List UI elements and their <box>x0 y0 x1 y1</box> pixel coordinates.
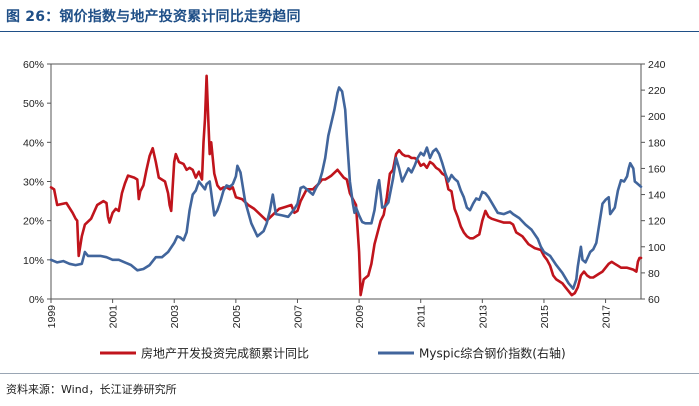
x-tick-label: 2005 <box>231 305 243 329</box>
legend-item-steel-index: Myspic综合钢价指数(右轴) <box>378 346 566 361</box>
source-note: 资料来源：Wind，长江证券研究所 <box>6 383 177 396</box>
x-tick-label: 2007 <box>292 305 304 329</box>
y-right-tick-label: 140 <box>648 190 666 202</box>
x-tick-label: 2015 <box>539 305 551 329</box>
x-tick-label: 1999 <box>46 305 58 329</box>
y-right-tick-label: 100 <box>648 242 666 254</box>
y-left-tick-label: 40% <box>23 137 44 149</box>
x-tick-label: 2013 <box>477 305 489 329</box>
y-left-tick-label: 60% <box>23 59 44 71</box>
legend-label: 房地产开发投资完成额累计同比 <box>141 346 309 361</box>
y-left-tick-label: 10% <box>23 255 44 267</box>
x-tick-label: 2003 <box>169 305 181 329</box>
y-left-tick-label: 30% <box>23 177 44 189</box>
legend-item-investment: 房地产开发投资完成额累计同比 <box>100 346 309 361</box>
y-right-tick-label: 200 <box>648 111 666 123</box>
y-right-tick-label: 180 <box>648 137 666 149</box>
x-tick-label: 2009 <box>354 305 366 329</box>
series-line-investment <box>49 74 643 297</box>
x-tick-label: 2001 <box>108 305 120 329</box>
legend-label: Myspic综合钢价指数(右轴) <box>419 346 566 361</box>
y-left-tick-label: 0% <box>29 294 44 306</box>
title-rule <box>0 31 699 32</box>
y-right-tick-label: 80 <box>648 268 660 280</box>
x-tick-label: 2017 <box>601 305 613 329</box>
footer-rule <box>0 373 699 374</box>
y-right-tick-label: 160 <box>648 163 666 175</box>
x-tick-label: 2011 <box>416 305 428 328</box>
y-right-tick-label: 120 <box>648 216 666 228</box>
line-chart: 0% 10% 20% 30% 40% 50% 60% 60 80 100 120 140 160 180… <box>23 59 666 361</box>
series-line-steel-index <box>49 86 643 290</box>
y-left-tick-label: 50% <box>23 98 44 110</box>
y-left-tick-label: 20% <box>23 216 44 228</box>
y-right-tick-label: 60 <box>648 294 660 306</box>
y-right-tick-label: 220 <box>648 85 666 97</box>
y-right-tick-label: 240 <box>648 59 666 71</box>
figure-title: 图 26：钢价指数与地产投资累计同比走势趋同 <box>6 9 301 25</box>
